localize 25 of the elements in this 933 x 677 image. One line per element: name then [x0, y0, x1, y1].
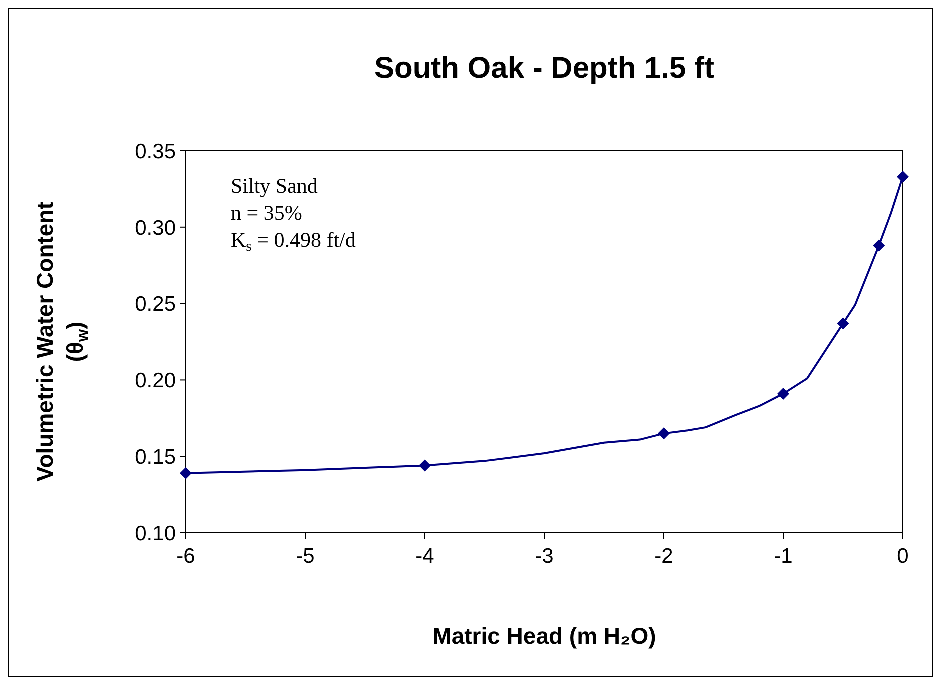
x-tick-label: 0: [897, 545, 909, 568]
y-tick-label: 0.10: [135, 522, 176, 546]
chart-title: South Oak - Depth 1.5 ft: [374, 52, 715, 85]
point: [180, 467, 192, 480]
x-tick-label: -5: [296, 545, 315, 568]
y-tick-label: 0.35: [135, 140, 176, 164]
point: [778, 388, 790, 400]
x-tick-label: -4: [416, 545, 435, 568]
y-tick-label: 0.15: [135, 446, 176, 469]
x-tick-label: -2: [654, 545, 674, 568]
annotation: n = 35%: [231, 201, 302, 225]
x-tick-label: -1: [774, 545, 793, 568]
point: [897, 170, 909, 183]
x-tick-label: -6: [176, 545, 196, 568]
y-tick-label: 0.30: [135, 216, 176, 240]
annotation: Silty Sand: [231, 174, 318, 198]
x-axis-title: Matric Head (m H₂O): [432, 623, 656, 649]
x-tick-label: -3: [535, 545, 554, 568]
point: [419, 460, 431, 472]
y-tick-label: 0.20: [135, 370, 176, 393]
point: [873, 240, 886, 252]
annotation: K$_{s}$ = 0.498 ft/d: [231, 228, 356, 256]
point: [837, 318, 850, 330]
y-tick-label: 0.25: [135, 293, 176, 316]
point: [658, 428, 670, 440]
